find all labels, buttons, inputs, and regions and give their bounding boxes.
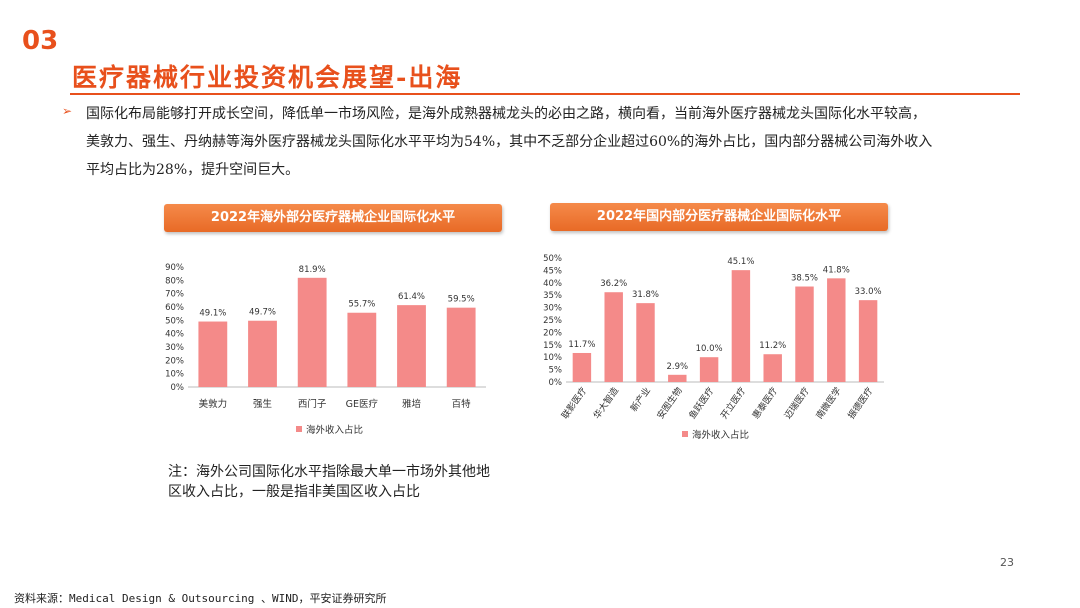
section-number: 03 [22,26,59,56]
x-tick-label: 联影医疗 [559,385,589,421]
bar [668,374,687,382]
x-tick-label: 鱼跃医疗 [686,385,716,421]
x-tick-label: 百特 [452,398,472,410]
y-tick-label: 5% [549,366,563,376]
x-tick-label: 振德医疗 [845,385,875,421]
data-label: 49.7% [249,308,276,318]
x-tick-label: 安图生物 [654,385,684,421]
y-tick-label: 60% [165,303,184,313]
x-tick-label: 迈瑞医疗 [781,385,811,421]
left-chart-title: 2022年海外部分医疗器械企业国际化水平 [164,204,502,232]
data-label: 61.4% [398,292,425,302]
bullet-arrow-icon: ➢ [62,104,73,118]
data-label: 49.1% [199,309,226,319]
source-note: 资料来源：Medical Design & Outsourcing 、WIND，… [14,592,387,605]
bar [347,312,377,387]
data-label: 31.8% [632,290,659,300]
y-tick-label: 50% [543,254,562,264]
data-label: 38.5% [791,274,818,284]
y-tick-label: 0% [171,383,185,393]
x-tick-label: 西门子 [298,398,327,410]
bar [827,278,846,382]
bullet-line: 国际化布局能够打开成长空间，降低单一市场风险，是海外成熟器械龙头的必由之路，横向… [86,106,926,122]
data-label: 11.2% [759,341,786,351]
y-tick-label: 30% [543,304,562,314]
bar [795,286,814,382]
data-label: 41.8% [823,265,850,275]
bar [248,320,277,387]
bar [636,303,655,382]
x-tick-label: 开立医疗 [718,385,748,421]
page-number: 23 [1000,556,1014,569]
page-title: 医疗器械行业投资机会展望-出海 [72,63,463,92]
data-label: 11.7% [568,340,595,350]
y-tick-label: 35% [543,291,562,301]
y-tick-label: 25% [543,316,562,326]
data-label: 81.9% [299,265,326,275]
bar [297,277,327,387]
x-tick-label: 强生 [253,398,273,410]
legend-label: 海外收入占比 [692,429,749,441]
bullet-line: 平均占比为28%，提升空间巨大。 [86,162,300,178]
data-label: 10.0% [696,344,723,354]
bar [198,321,228,387]
data-label: 55.7% [348,300,375,310]
legend-swatch [296,426,302,432]
y-tick-label: 15% [543,341,562,351]
data-label: 45.1% [727,257,754,267]
x-tick-label: 新产业 [628,385,653,414]
bullet-line: 美敦力、强生、丹纳赫等海外医疗器械龙头国际化水平平均为54%，其中不乏部分企业超… [86,134,933,150]
x-tick-label: GE医疗 [346,398,379,410]
y-tick-label: 80% [165,276,184,286]
x-tick-label: 雅培 [402,398,422,410]
bar [572,352,592,382]
title-divider [70,93,1020,95]
y-tick-label: 40% [165,330,184,340]
bar [858,300,878,382]
bar [699,357,719,382]
y-tick-label: 20% [543,328,562,338]
bar [604,292,623,382]
data-label: 33.0% [855,287,882,297]
legend-label: 海外收入占比 [306,424,363,436]
legend-swatch [682,431,688,437]
y-tick-label: 45% [543,266,562,276]
y-tick-label: 50% [165,316,184,326]
overseas-companies-chart: 0% 10% 20% 30% 40% 50% 60% 70% 80% 90% 49.1% 美敦力 49.… [165,263,486,436]
y-tick-label: 70% [165,290,184,300]
data-label: 36.2% [600,279,627,289]
y-tick-label: 10% [543,353,562,363]
y-tick-label: 10% [165,370,184,380]
bar [446,307,476,387]
data-label: 2.9% [666,362,688,372]
right-chart-title: 2022年国内部分医疗器械企业国际化水平 [550,203,888,231]
x-tick-label: 美敦力 [199,398,228,410]
x-tick-label: 南微医学 [813,385,843,421]
y-tick-label: 40% [543,279,562,289]
y-tick-label: 20% [165,356,184,366]
footnote-line: 区收入占比，一般是指非美国区收入占比 [168,484,420,500]
footnote: 注：海外公司国际化水平指除最大单一市场外其他地 区收入占比，一般是指非美国区收入… [168,462,528,502]
x-tick-label: 惠泰医疗 [750,385,780,421]
bar [731,270,751,382]
footnote-line: 注：海外公司国际化水平指除最大单一市场外其他地 [168,464,490,480]
x-tick-label: 华大智造 [591,385,621,421]
bar [397,305,426,387]
y-tick-label: 30% [165,343,184,353]
data-label: 59.5% [448,295,475,305]
domestic-companies-chart: 0% 5% 10% 15% 20% 25% 30% 35% 40% 45% 50% 11.7% 联影医疗… [543,254,884,441]
y-tick-label: 0% [549,378,563,388]
bar [763,354,782,382]
bullet-paragraph: 国际化布局能够打开成长空间，降低单一市场风险，是海外成熟器械龙头的必由之路，横向… [86,100,1046,184]
y-tick-label: 90% [165,263,184,273]
